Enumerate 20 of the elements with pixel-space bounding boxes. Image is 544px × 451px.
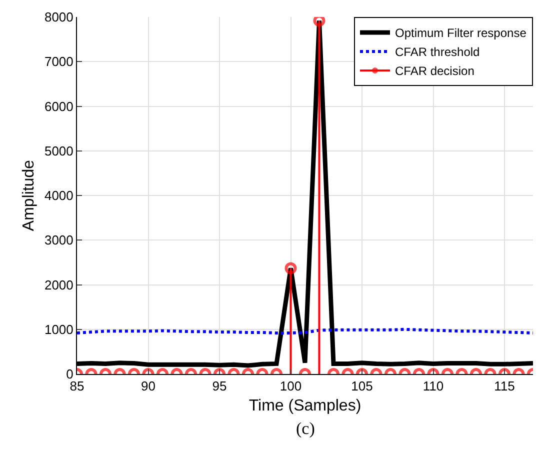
x-tick-label: 100 [280,378,302,394]
y-tick-label: 7000 [44,54,74,70]
x-axis-title: Time (Samples) [248,397,362,414]
y-tick-label: 5000 [44,143,74,158]
y-axis-title: Amplitude [20,160,38,232]
legend-label: CFAR decision [395,64,474,78]
y-tick-label: 1000 [44,322,74,337]
y-tick-label: 8000 [44,10,74,25]
legend-label: CFAR threshold [395,45,480,60]
y-tick-label: 4000 [44,188,74,204]
text: (c) [296,419,315,438]
x-tick-label: 110 [422,378,444,394]
x-tick-label: 115 [494,378,515,394]
y-tick-label: 6000 [44,98,74,114]
y-tick-label: 2000 [44,277,74,292]
legend-label: Optimum Filter response [395,26,527,40]
x-tick-label: 95 [212,378,227,394]
x-tick-label: 90 [141,378,156,394]
x-tick-label: 105 [351,378,373,394]
y-tick-label: 3000 [44,232,74,248]
